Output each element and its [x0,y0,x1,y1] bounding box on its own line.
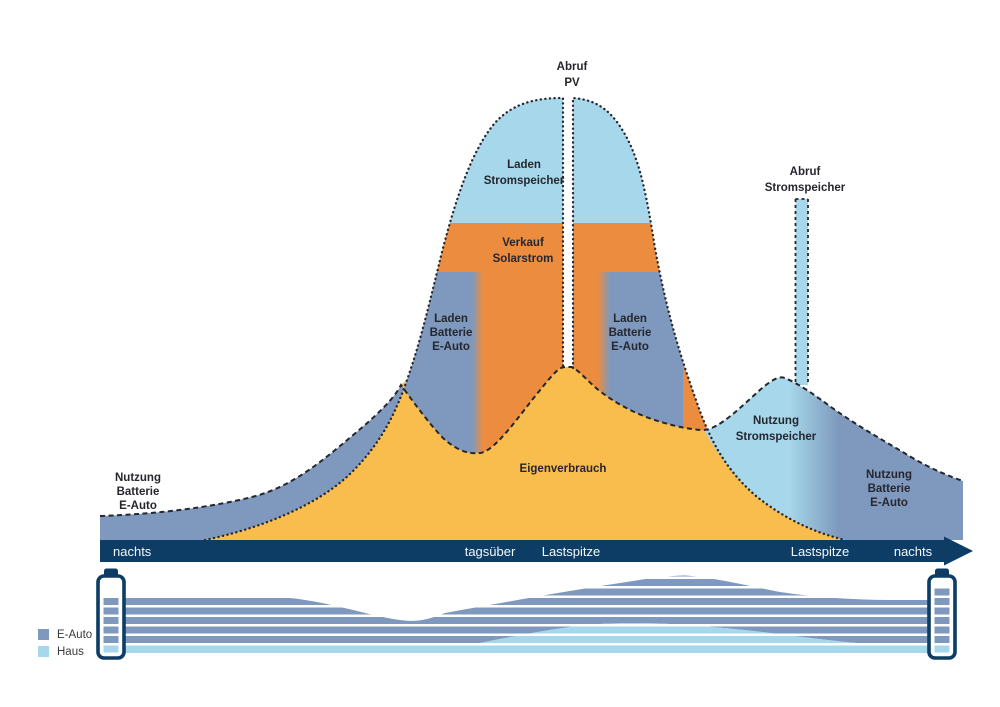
pv-curve-right-outline [571,96,847,542]
svg-text:PV: PV [564,77,580,89]
svg-text:Verkauf: Verkauf [502,237,544,249]
label-verkauf-solarstrom: Verkauf Solarstrom [493,237,554,265]
timeline-arrow-icon [944,536,973,566]
label-laden-batterie-right: Laden Batterie E-Auto [609,313,652,353]
svg-text:Laden: Laden [434,313,468,325]
timeline-label: nachts [113,544,152,559]
timeline-label: Lastspitze [791,544,850,559]
svg-text:Solarstrom: Solarstrom [493,253,554,265]
svg-text:E-Auto: E-Auto [432,341,470,353]
region-nutzung-stromspeicher-und-batterie-right [704,377,963,540]
legend-label-e-auto: E-Auto [57,629,92,641]
battery-right-icon [927,568,957,660]
svg-text:Batterie: Batterie [609,327,652,339]
svg-text:E-Auto: E-Auto [611,341,649,353]
svg-text:Stromspeicher: Stromspeicher [765,182,846,194]
svg-text:Batterie: Batterie [868,483,911,495]
legend-label-haus: Haus [57,646,84,658]
svg-text:Laden: Laden [507,159,541,171]
region-eigenverbrauch [205,367,845,540]
svg-text:Batterie: Batterie [117,486,160,498]
svg-text:Abruf: Abruf [790,166,821,178]
timeline-label: nachts [894,544,933,559]
label-nutzung-batterie-left: Nutzung Batterie E-Auto [115,472,161,512]
label-laden-batterie-left: Laden Batterie E-Auto [430,313,473,353]
battery-stream [124,575,930,653]
svg-text:Stromspeicher: Stromspeicher [484,175,565,187]
abruf-stromspeicher-column [795,199,808,385]
label-nutzung-batterie-right: Nutzung Batterie E-Auto [866,469,912,509]
label-abruf-stromspeicher: Abruf Stromspeicher [765,166,846,194]
svg-text:Nutzung: Nutzung [866,469,912,481]
pv-curve-left-outline [203,96,565,542]
svg-text:Nutzung: Nutzung [115,472,161,484]
label-abruf-pv: Abruf PV [557,61,588,89]
stream-e-auto-band [124,575,930,645]
svg-text:Laden: Laden [613,313,647,325]
stream-haus-band [124,623,930,653]
label-eigenverbrauch: Eigenverbrauch [520,463,607,475]
battery-left-icon [96,568,126,660]
timeline-bar: nachts tagsüber Lastspitze Lastspitze na… [100,536,973,566]
svg-text:Abruf: Abruf [557,61,588,73]
timeline-label: Lastspitze [542,544,601,559]
stream-stripe-gaps [124,576,929,646]
svg-text:Batterie: Batterie [430,327,473,339]
load-curve-outline [99,366,964,517]
timeline-label: tagsüber [465,544,516,559]
region-nutzung-batterie-left [100,380,407,540]
label-nutzung-stromspeicher: Nutzung Stromspeicher [736,415,817,443]
abruf-pv-channel [563,95,573,369]
legend: E-Auto Haus [38,629,92,658]
label-laden-stromspeicher: Laden Stromspeicher [484,159,565,187]
abruf-stromspeicher-column-outline [794,198,809,385]
svg-text:Stromspeicher: Stromspeicher [736,431,817,443]
svg-text:E-Auto: E-Auto [119,500,157,512]
svg-text:E-Auto: E-Auto [870,497,908,509]
legend-swatch-e-auto [38,629,49,640]
legend-swatch-haus [38,646,49,657]
svg-text:Nutzung: Nutzung [753,415,799,427]
